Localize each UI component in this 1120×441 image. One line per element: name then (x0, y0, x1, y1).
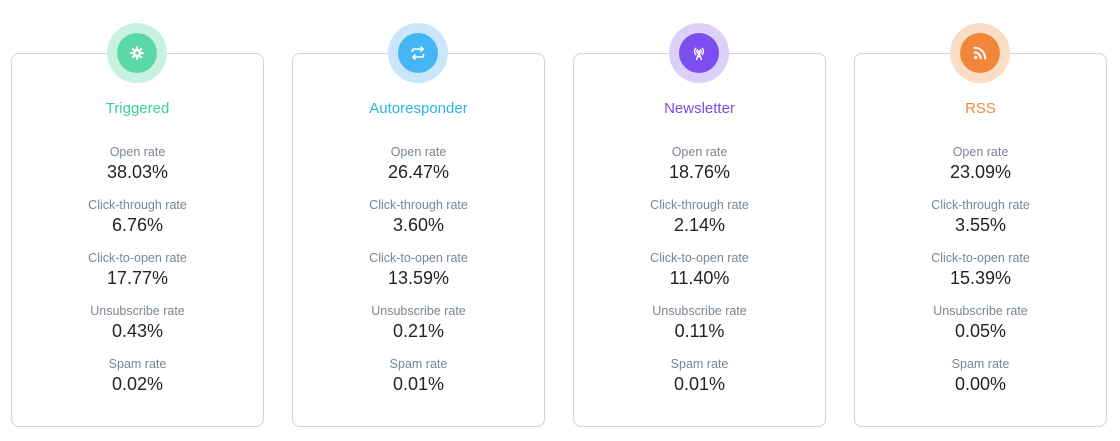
metric-value: 6.76% (111, 215, 164, 235)
metric-open-rate: Open rate 23.09% (854, 144, 1107, 197)
metric-value: 0.00% (954, 374, 1007, 394)
metric-click-to-open-rate: Click-to-open rate 15.39% (854, 250, 1107, 303)
metric-label: Click-to-open rate (931, 251, 1030, 265)
metric-value: 11.40% (669, 268, 730, 288)
metric-label: Open rate (671, 145, 728, 159)
card-triggered (11, 53, 264, 427)
metric-spam-rate: Spam rate 0.00% (854, 356, 1107, 409)
metric-value: 17.77% (106, 268, 169, 288)
metric-value: 0.01% (673, 374, 726, 394)
metric-label: Click-through rate (369, 198, 468, 212)
metric-open-rate: Open rate 26.47% (292, 144, 545, 197)
metric-spam-rate: Spam rate 0.01% (573, 356, 826, 409)
metric-click-to-open-rate: Click-to-open rate 11.40% (573, 250, 826, 303)
metric-label: Click-to-open rate (369, 251, 468, 265)
metrics-list: Open rate 18.76% Click-through rate 2.14… (573, 144, 826, 409)
metric-value: 0.02% (111, 374, 164, 394)
metric-label: Open rate (109, 145, 166, 159)
metric-label: Unsubscribe rate (90, 304, 185, 318)
metric-label: Spam rate (951, 357, 1010, 371)
metric-value: 2.14% (673, 215, 726, 235)
badge-rss (950, 23, 1010, 83)
metric-click-through-rate: Click-through rate 3.55% (854, 197, 1107, 250)
metric-unsubscribe-rate: Unsubscribe rate 0.11% (573, 303, 826, 356)
metric-open-rate: Open rate 38.03% (11, 144, 264, 197)
card-title: RSS (965, 100, 996, 117)
metric-label: Click-through rate (931, 198, 1030, 212)
metric-click-to-open-rate: Click-to-open rate 17.77% (11, 250, 264, 303)
metric-label: Open rate (952, 145, 1009, 159)
metric-label: Click-through rate (88, 198, 187, 212)
metric-value: 23.09% (949, 162, 1012, 182)
metric-value: 3.55% (954, 215, 1007, 235)
metric-label: Spam rate (389, 357, 448, 371)
metric-label: Click-to-open rate (650, 251, 749, 265)
metric-label: Unsubscribe rate (652, 304, 747, 318)
badge-newsletter (669, 23, 729, 83)
metric-value: 13.59% (387, 268, 450, 288)
broadcast-icon (691, 45, 707, 61)
card-rss (854, 53, 1107, 427)
badge-autoresponder (388, 23, 448, 83)
metric-open-rate: Open rate 18.76% (573, 144, 826, 197)
card-title: Autoresponder (369, 100, 468, 117)
metric-value: 3.60% (392, 215, 445, 235)
metric-unsubscribe-rate: Unsubscribe rate 0.05% (854, 303, 1107, 356)
metric-value: 0.11% (674, 321, 725, 341)
metric-value: 0.01% (392, 374, 445, 394)
metric-value: 26.47% (387, 162, 450, 182)
metrics-list: Open rate 26.47% Click-through rate 3.60… (292, 144, 545, 409)
metric-value: 38.03% (106, 162, 169, 182)
metric-label: Spam rate (670, 357, 729, 371)
metrics-list: Open rate 23.09% Click-through rate 3.55… (854, 144, 1107, 409)
metric-click-to-open-rate: Click-to-open rate 13.59% (292, 250, 545, 303)
repeat-icon (410, 45, 426, 61)
metric-label: Click-to-open rate (88, 251, 187, 265)
gear-icon (129, 45, 145, 61)
metric-unsubscribe-rate: Unsubscribe rate 0.43% (11, 303, 264, 356)
metric-value: 0.21% (392, 321, 445, 341)
card-autoresponder (292, 53, 545, 427)
metric-label: Click-through rate (650, 198, 749, 212)
metric-value: 0.43% (111, 321, 164, 341)
metric-value: 15.39% (949, 268, 1012, 288)
metric-click-through-rate: Click-through rate 2.14% (573, 197, 826, 250)
metric-spam-rate: Spam rate 0.01% (292, 356, 545, 409)
metric-label: Open rate (390, 145, 447, 159)
metric-value: 0.05% (954, 321, 1007, 341)
metric-click-through-rate: Click-through rate 3.60% (292, 197, 545, 250)
metric-label: Spam rate (108, 357, 167, 371)
badge-triggered (107, 23, 167, 83)
card-newsletter (573, 53, 826, 427)
metric-unsubscribe-rate: Unsubscribe rate 0.21% (292, 303, 545, 356)
metric-click-through-rate: Click-through rate 6.76% (11, 197, 264, 250)
metric-value: 18.76% (668, 162, 731, 182)
metric-spam-rate: Spam rate 0.02% (11, 356, 264, 409)
metric-label: Unsubscribe rate (371, 304, 466, 318)
rss-icon (972, 45, 988, 61)
metric-label: Unsubscribe rate (933, 304, 1028, 318)
card-title: Triggered (105, 100, 170, 117)
metrics-list: Open rate 38.03% Click-through rate 6.76… (11, 144, 264, 409)
card-title: Newsletter (664, 100, 735, 117)
